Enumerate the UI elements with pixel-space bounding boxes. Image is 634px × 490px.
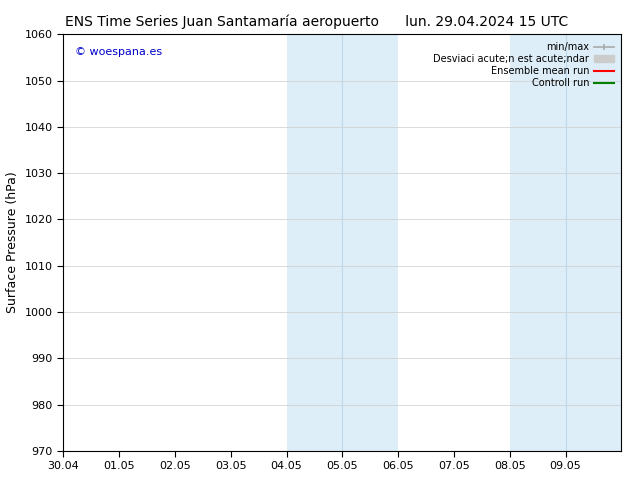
Text: ENS Time Series Juan Santamaría aeropuerto      lun. 29.04.2024 15 UTC: ENS Time Series Juan Santamaría aeropuer… (65, 15, 569, 29)
Text: © woespana.es: © woespana.es (75, 47, 162, 57)
Bar (510, 34, 621, 451)
Legend: min/max, Desviaci acute;n est acute;ndar, Ensemble mean run, Controll run: min/max, Desviaci acute;n est acute;ndar… (430, 39, 616, 91)
Y-axis label: Surface Pressure (hPa): Surface Pressure (hPa) (6, 172, 19, 314)
Bar (287, 34, 398, 451)
